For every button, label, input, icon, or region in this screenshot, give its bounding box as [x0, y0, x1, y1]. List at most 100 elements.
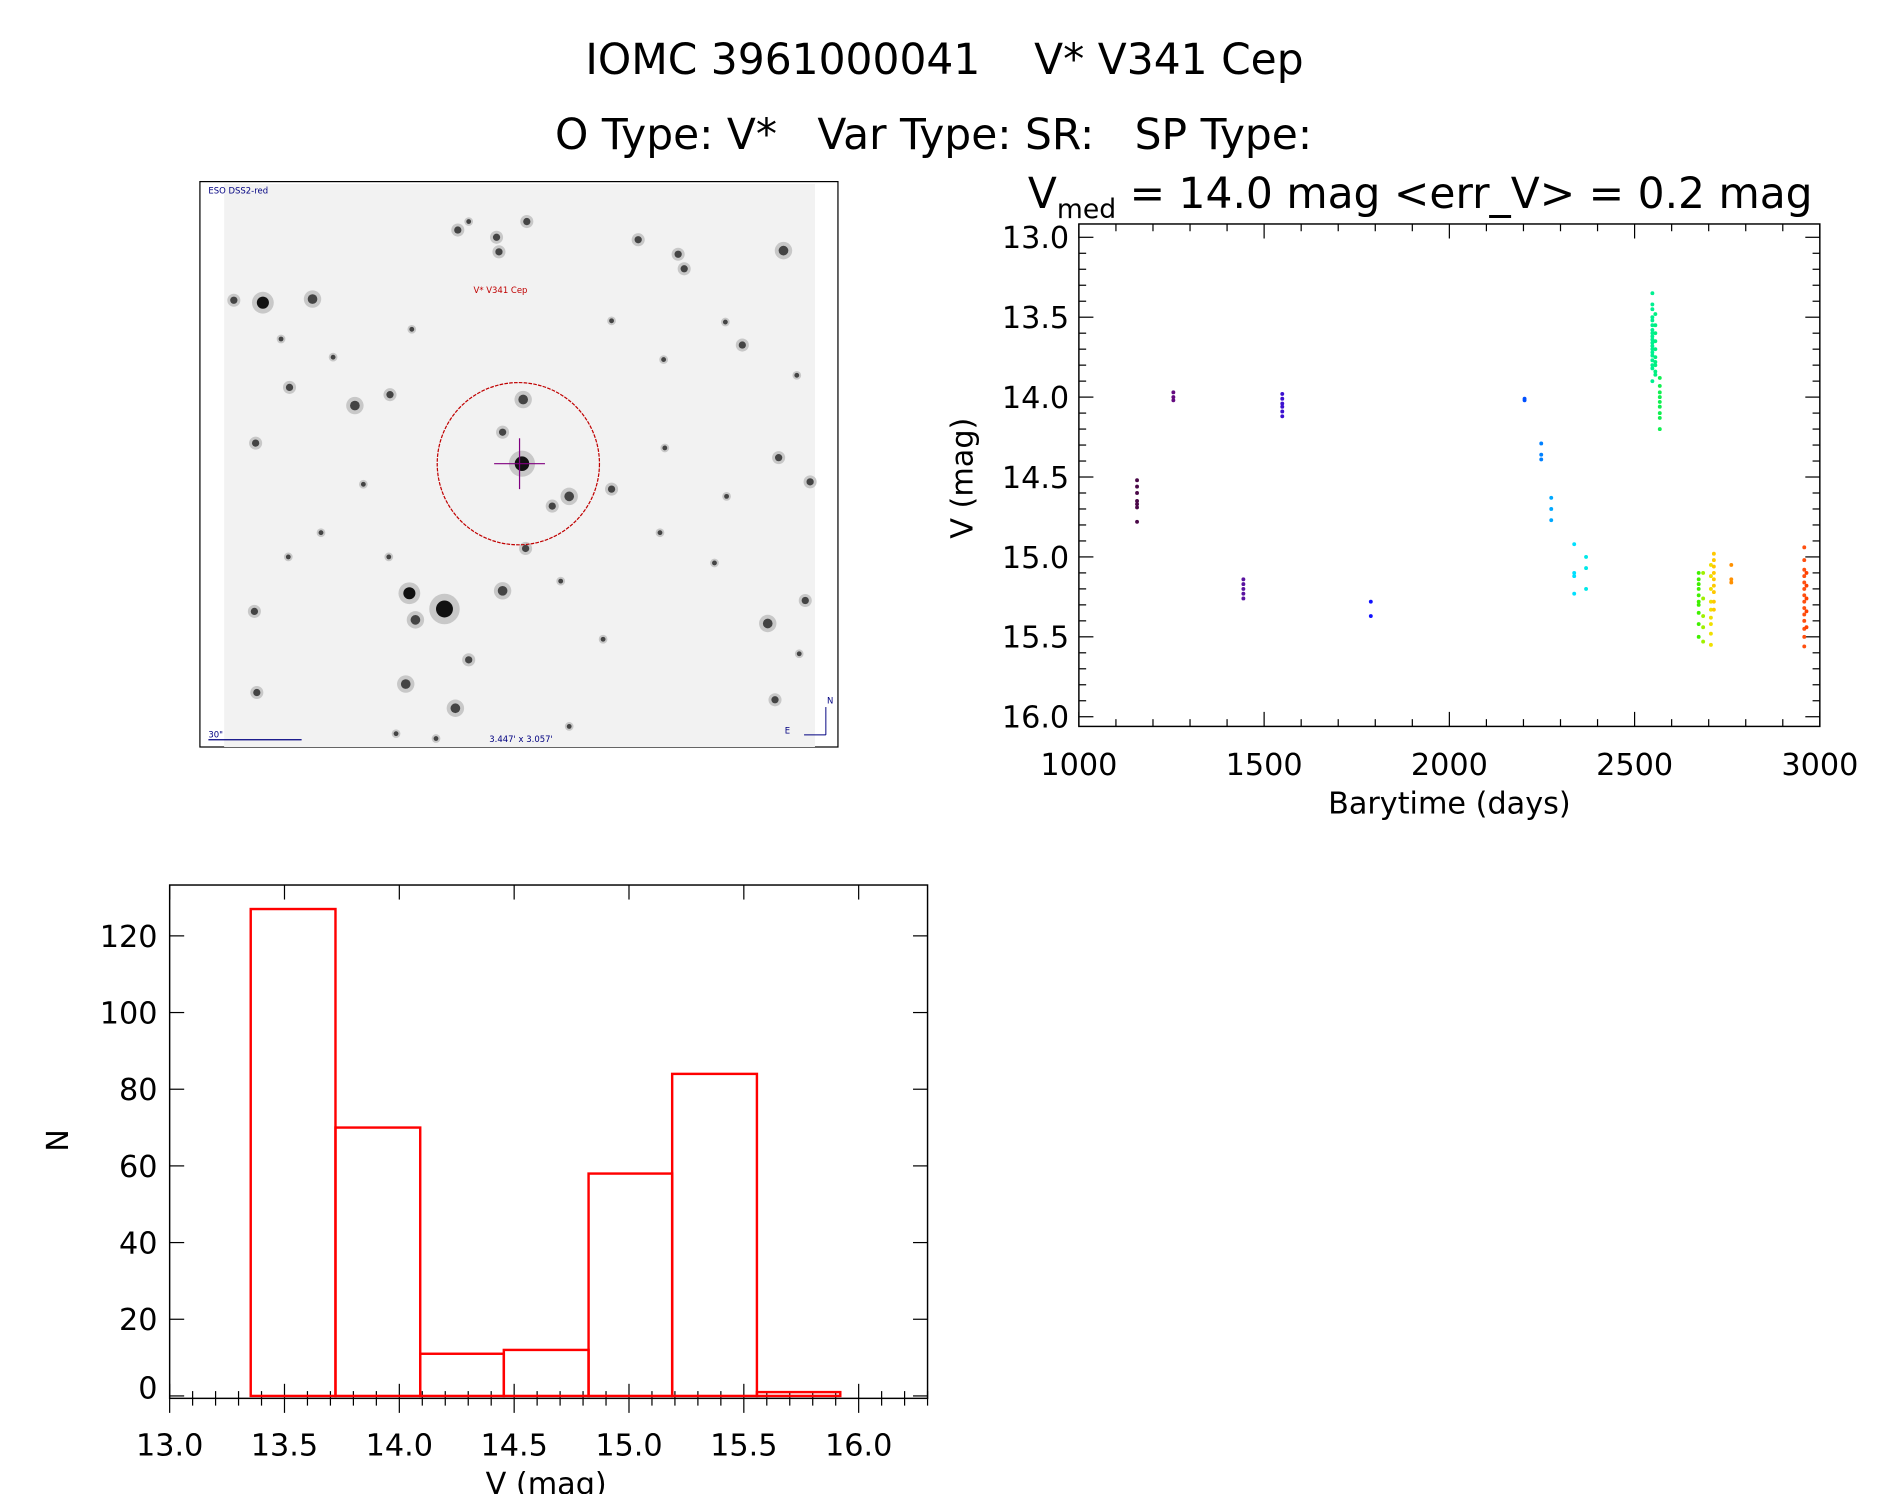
data-point: [1650, 318, 1655, 323]
vmed-subscript: med: [1057, 194, 1116, 225]
data-point: [1368, 614, 1373, 618]
data-point: [1802, 574, 1807, 579]
stats-text: = 14.0 mag <err_V> = 0.2 mag: [1116, 169, 1812, 218]
data-point: [1135, 499, 1139, 503]
data-point: [1653, 363, 1658, 368]
data-point: [1653, 347, 1658, 352]
histogram-frame: [168, 884, 929, 1400]
star-core: [558, 578, 564, 584]
data-point: [1708, 574, 1713, 579]
star-core: [738, 341, 746, 349]
data-point: [1549, 507, 1554, 511]
data-point: [1696, 599, 1701, 604]
compass-icon: [804, 707, 827, 736]
data-point: [1708, 615, 1713, 620]
star-core: [674, 250, 682, 258]
star-core: [775, 454, 783, 462]
data-point: [1696, 586, 1701, 591]
data-point: [1729, 562, 1734, 567]
data-point: [1802, 599, 1807, 604]
data-point: [1802, 586, 1807, 591]
data-point: [1802, 634, 1807, 639]
star-core: [796, 651, 802, 657]
star-core: [360, 481, 366, 487]
x-tick-label: 16.0: [825, 1428, 892, 1463]
data-point: [1135, 519, 1139, 524]
crosshair-icon: [494, 438, 545, 490]
star-core: [661, 357, 667, 362]
data-point: [1280, 409, 1285, 414]
north-label: N: [827, 695, 833, 705]
data-point: [1696, 582, 1701, 587]
data-point: [1650, 331, 1655, 336]
data-point: [1708, 586, 1713, 591]
data-point: [1584, 554, 1589, 559]
data-point: [1650, 323, 1655, 328]
light-curve-ylabel: V (mag): [945, 418, 980, 539]
data-point: [1135, 502, 1139, 507]
histogram-bar: [249, 907, 337, 1398]
target-label: V* V341 Cep: [474, 285, 528, 295]
star-core: [680, 265, 688, 273]
star-core: [778, 245, 789, 256]
data-point: [1539, 457, 1544, 462]
data-point: [1696, 634, 1701, 639]
star-core: [712, 560, 717, 566]
light-curve-plot: 1000 1500 2000 2500 3000 13.0 13.5 14.0 14.5 15.0…: [945, 221, 1858, 821]
histogram-bar: [502, 1348, 590, 1398]
data-point: [1539, 452, 1544, 457]
data-point: [1711, 551, 1716, 556]
x-tick-label: 3000: [1781, 748, 1858, 783]
data-point: [1696, 610, 1701, 615]
data-point: [1653, 369, 1658, 374]
star-core: [386, 391, 394, 399]
star-core: [657, 530, 663, 536]
star-core: [634, 236, 642, 244]
x-tick-label: 13.0: [136, 1428, 203, 1463]
data-point: [1711, 583, 1716, 588]
data-point: [1708, 642, 1713, 647]
star-core: [566, 723, 572, 729]
star-core: [386, 554, 392, 560]
y-tick-label: 14.0: [1002, 381, 1069, 416]
data-point: [1711, 558, 1716, 563]
data-point: [1650, 291, 1655, 296]
target-circle: [436, 381, 601, 546]
data-point: [1802, 618, 1807, 623]
light-curve-frame: [1078, 223, 1821, 728]
data-point: [1696, 577, 1701, 582]
data-point: [1522, 398, 1527, 403]
star-core: [307, 294, 318, 304]
data-point: [1280, 404, 1285, 409]
star-core: [250, 607, 259, 616]
data-point: [1657, 375, 1662, 380]
data-point: [1802, 558, 1807, 563]
survey-label: ESO DSS2-red: [208, 186, 268, 196]
east-label: E: [785, 726, 790, 736]
data-point: [1241, 596, 1246, 601]
star-core: [465, 656, 473, 664]
data-point: [1650, 340, 1655, 345]
star-core: [548, 502, 556, 510]
y-tick-label: 16.0: [1002, 701, 1069, 736]
data-point: [1729, 577, 1734, 582]
data-point: [1708, 562, 1713, 567]
data-point: [1802, 606, 1807, 610]
x-tick-label: 15.0: [595, 1428, 662, 1463]
star-core: [498, 428, 507, 436]
data-point: [1572, 542, 1577, 547]
y-tick-label: 20: [119, 1303, 158, 1338]
data-point: [1650, 337, 1655, 342]
data-point: [1804, 596, 1809, 601]
data-point: [1701, 596, 1706, 601]
data-point: [1802, 567, 1807, 572]
data-point: [1241, 591, 1246, 596]
data-point: [1241, 586, 1246, 591]
data-point: [1650, 358, 1655, 363]
stats-line: Vmed = 14.0 mag <err_V> = 0.2 mag: [1028, 169, 1813, 225]
data-point: [1657, 395, 1662, 400]
data-point: [1135, 478, 1139, 483]
star-core: [393, 731, 399, 737]
x-tick-label: 13.5: [251, 1428, 318, 1463]
